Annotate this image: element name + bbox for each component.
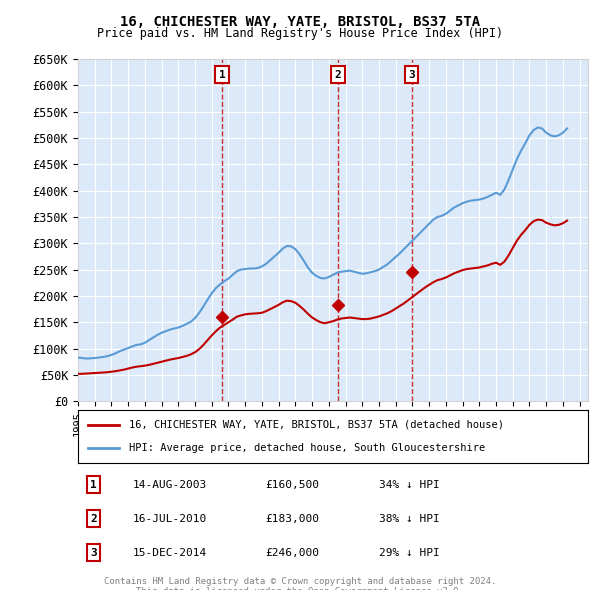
- Text: 1: 1: [219, 70, 226, 80]
- Text: 16-JUL-2010: 16-JUL-2010: [133, 514, 207, 523]
- Text: 1: 1: [90, 480, 97, 490]
- Text: 29% ↓ HPI: 29% ↓ HPI: [379, 548, 440, 558]
- Text: 15-DEC-2014: 15-DEC-2014: [133, 548, 207, 558]
- Text: 2: 2: [90, 514, 97, 523]
- Text: £160,500: £160,500: [265, 480, 319, 490]
- Text: HPI: Average price, detached house, South Gloucestershire: HPI: Average price, detached house, Sout…: [129, 443, 485, 453]
- Text: Contains HM Land Registry data © Crown copyright and database right 2024.
This d: Contains HM Land Registry data © Crown c…: [104, 577, 496, 590]
- Text: 16, CHICHESTER WAY, YATE, BRISTOL, BS37 5TA: 16, CHICHESTER WAY, YATE, BRISTOL, BS37 …: [120, 15, 480, 29]
- Text: 2: 2: [334, 70, 341, 80]
- Text: £183,000: £183,000: [265, 514, 319, 523]
- Text: 38% ↓ HPI: 38% ↓ HPI: [379, 514, 440, 523]
- Text: 34% ↓ HPI: 34% ↓ HPI: [379, 480, 440, 490]
- Text: 16, CHICHESTER WAY, YATE, BRISTOL, BS37 5TA (detached house): 16, CHICHESTER WAY, YATE, BRISTOL, BS37 …: [129, 420, 504, 430]
- Text: 3: 3: [90, 548, 97, 558]
- Text: 3: 3: [409, 70, 415, 80]
- Text: Price paid vs. HM Land Registry's House Price Index (HPI): Price paid vs. HM Land Registry's House …: [97, 27, 503, 40]
- Text: £246,000: £246,000: [265, 548, 319, 558]
- Text: 14-AUG-2003: 14-AUG-2003: [133, 480, 207, 490]
